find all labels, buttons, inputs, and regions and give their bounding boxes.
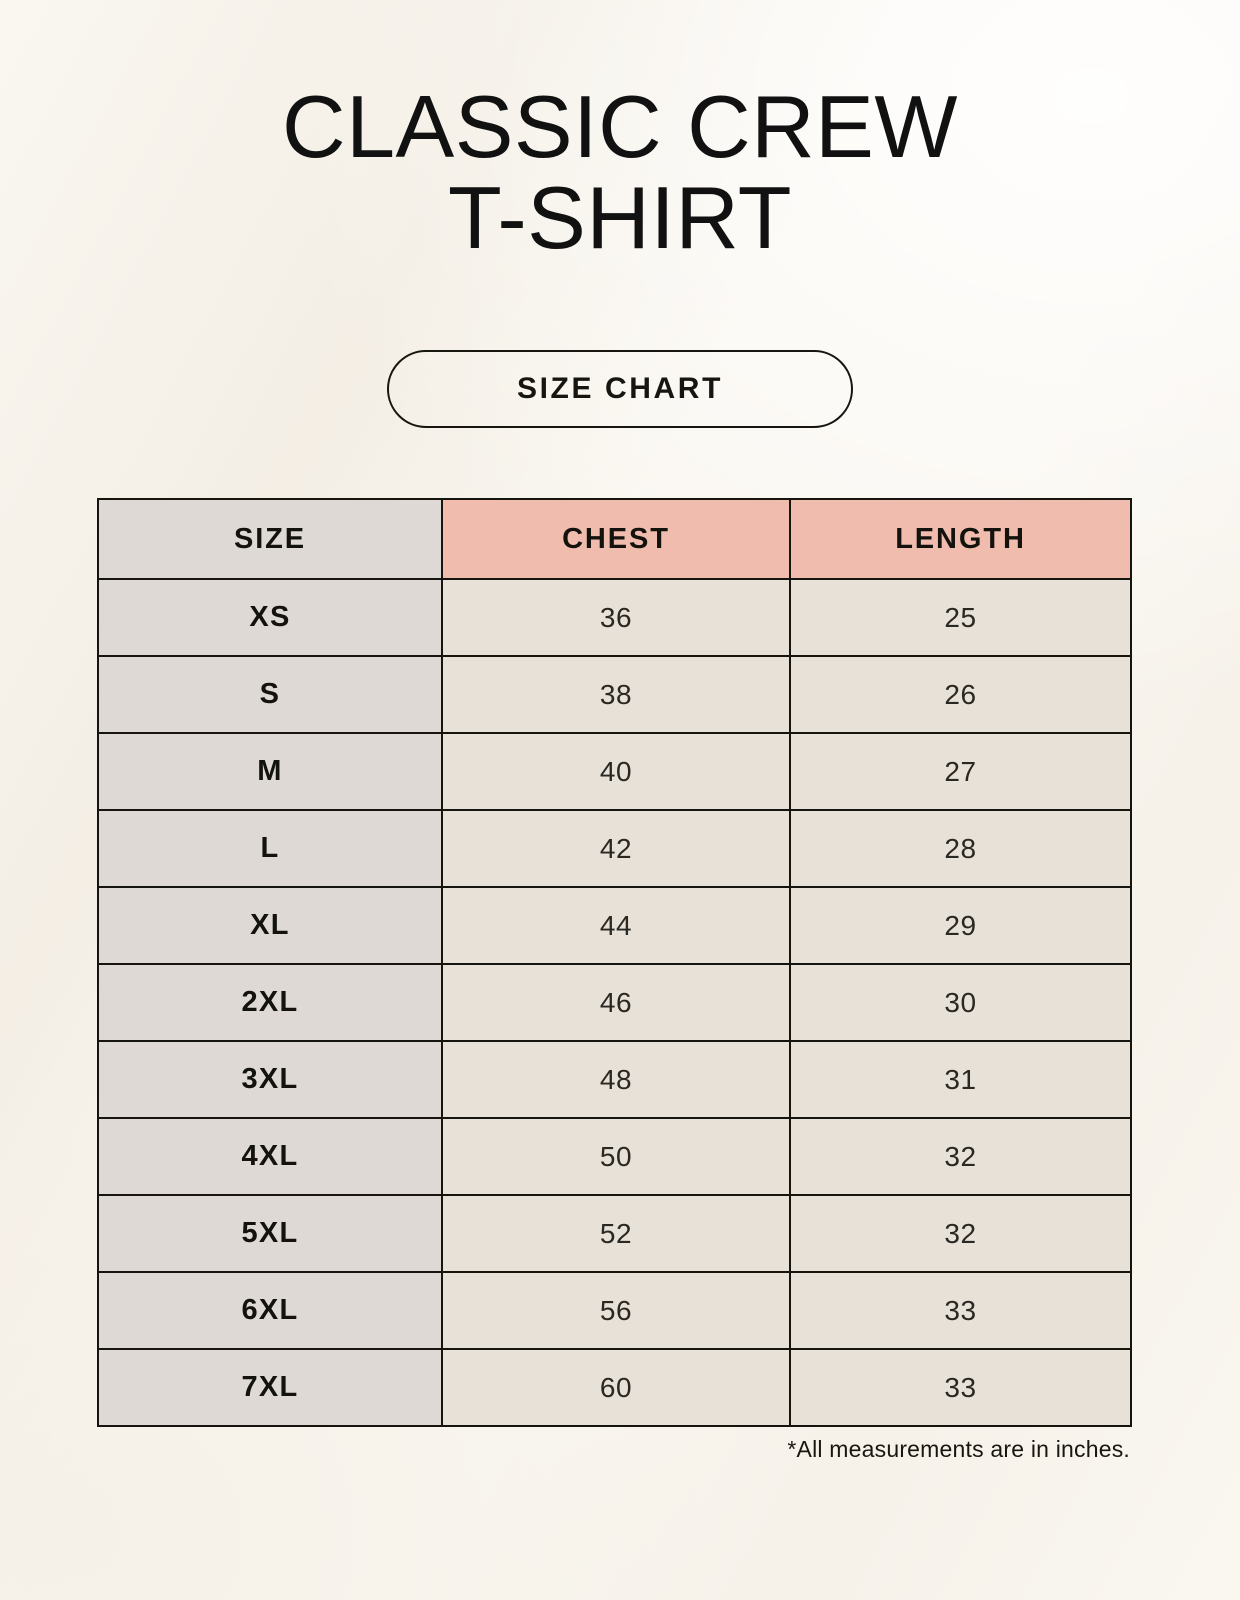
cell-chest: 44 bbox=[441, 886, 791, 965]
column-header-size: SIZE bbox=[97, 498, 443, 580]
cell-chest: 38 bbox=[441, 655, 791, 734]
size-chart-table: SIZE CHEST LENGTH XS 36 25 S 38 26 M bbox=[97, 498, 1132, 1427]
table-row: L 42 28 bbox=[97, 809, 1132, 888]
cell-size: 2XL bbox=[97, 963, 443, 1042]
page-title-block: CLASSIC CREW T-SHIRT bbox=[0, 77, 1240, 267]
cell-length: 33 bbox=[789, 1348, 1132, 1427]
cell-size: 3XL bbox=[97, 1040, 443, 1119]
size-chart-table-container: SIZE CHEST LENGTH XS 36 25 S 38 26 M bbox=[97, 498, 1132, 1427]
cell-length: 33 bbox=[789, 1271, 1132, 1350]
cell-size: 4XL bbox=[97, 1117, 443, 1196]
column-header-length: LENGTH bbox=[789, 498, 1132, 580]
table-row: 6XL 56 33 bbox=[97, 1271, 1132, 1350]
table-row: XS 36 25 bbox=[97, 578, 1132, 657]
table-row: XL 44 29 bbox=[97, 886, 1132, 965]
cell-chest: 48 bbox=[441, 1040, 791, 1119]
cell-length: 25 bbox=[789, 578, 1132, 657]
cell-length: 30 bbox=[789, 963, 1132, 1042]
table-header: SIZE CHEST LENGTH bbox=[97, 498, 1132, 580]
cell-chest: 52 bbox=[441, 1194, 791, 1273]
table-row: 2XL 46 30 bbox=[97, 963, 1132, 1042]
table-row: S 38 26 bbox=[97, 655, 1132, 734]
cell-length: 29 bbox=[789, 886, 1132, 965]
cell-chest: 46 bbox=[441, 963, 791, 1042]
cell-size: 6XL bbox=[97, 1271, 443, 1350]
cell-size: M bbox=[97, 732, 443, 811]
cell-length: 28 bbox=[789, 809, 1132, 888]
cell-chest: 56 bbox=[441, 1271, 791, 1350]
cell-chest: 50 bbox=[441, 1117, 791, 1196]
cell-chest: 40 bbox=[441, 732, 791, 811]
cell-size: 5XL bbox=[97, 1194, 443, 1273]
cell-length: 32 bbox=[789, 1117, 1132, 1196]
table-row: 3XL 48 31 bbox=[97, 1040, 1132, 1119]
cell-size: XL bbox=[97, 886, 443, 965]
cell-size: S bbox=[97, 655, 443, 734]
table-row: 7XL 60 33 bbox=[97, 1348, 1132, 1427]
cell-chest: 42 bbox=[441, 809, 791, 888]
cell-size: 7XL bbox=[97, 1348, 443, 1427]
cell-size: L bbox=[97, 809, 443, 888]
cell-length: 27 bbox=[789, 732, 1132, 811]
cell-size: XS bbox=[97, 578, 443, 657]
size-chart-badge-container: SIZE CHART bbox=[0, 350, 1240, 428]
table-row: M 40 27 bbox=[97, 732, 1132, 811]
table-body: XS 36 25 S 38 26 M 40 27 L 42 28 bbox=[97, 578, 1132, 1427]
cell-chest: 36 bbox=[441, 578, 791, 657]
cell-length: 32 bbox=[789, 1194, 1132, 1273]
cell-length: 31 bbox=[789, 1040, 1132, 1119]
size-chart-badge[interactable]: SIZE CHART bbox=[387, 350, 853, 428]
table-row: 4XL 50 32 bbox=[97, 1117, 1132, 1196]
table-row: 5XL 52 32 bbox=[97, 1194, 1132, 1273]
measurements-footnote: *All measurements are in inches. bbox=[787, 1436, 1130, 1462]
table-header-row: SIZE CHEST LENGTH bbox=[97, 498, 1132, 580]
cell-chest: 60 bbox=[441, 1348, 791, 1427]
column-header-chest: CHEST bbox=[441, 498, 791, 580]
cell-length: 26 bbox=[789, 655, 1132, 734]
page-title: CLASSIC CREW T-SHIRT bbox=[282, 77, 958, 267]
